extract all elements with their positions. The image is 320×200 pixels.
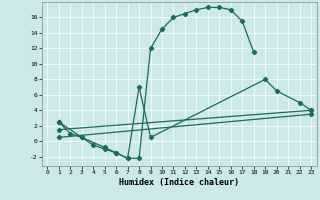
X-axis label: Humidex (Indice chaleur): Humidex (Indice chaleur) — [119, 178, 239, 187]
